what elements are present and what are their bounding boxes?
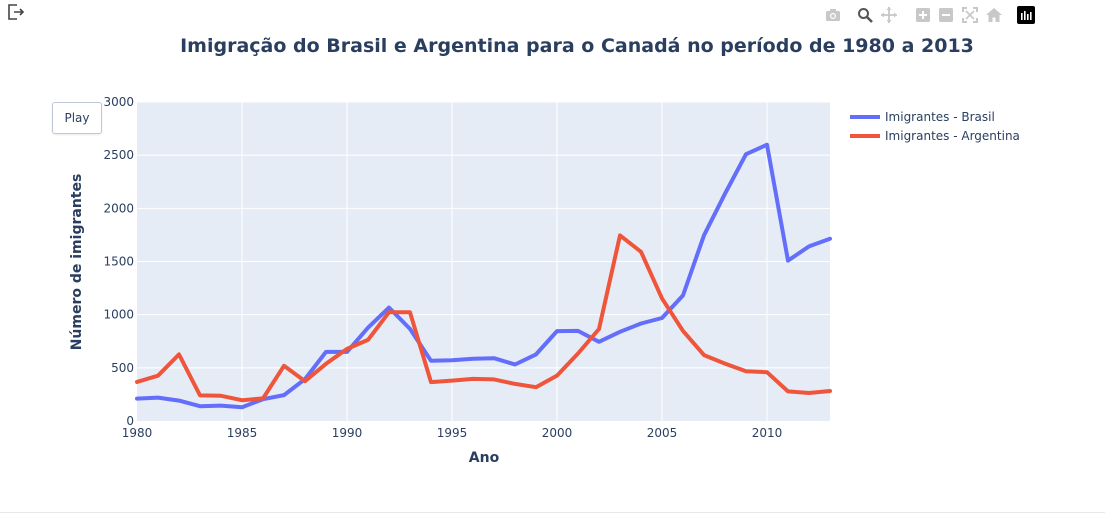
x-tick-label: 1995 xyxy=(437,426,468,440)
y-tick-label: 1000 xyxy=(103,308,134,322)
x-tick-label: 1990 xyxy=(332,426,363,440)
y-tick-label: 2000 xyxy=(103,201,134,215)
series-line xyxy=(135,233,832,403)
x-tick-labels: 1980 1985 1990 1995 2000 2005 2010 xyxy=(122,426,783,440)
zoom-icon[interactable] xyxy=(856,6,874,24)
y-tick-label: 1500 xyxy=(103,255,134,269)
reset-axes-icon[interactable] xyxy=(985,6,1003,24)
play-button[interactable]: Play xyxy=(52,102,102,134)
autoscale-icon[interactable] xyxy=(961,6,979,24)
pan-icon[interactable] xyxy=(880,6,898,24)
y-tick-label: 3000 xyxy=(103,95,134,109)
legend-label: Imigrantes - Brasil xyxy=(885,110,995,124)
x-tick-label: 2010 xyxy=(752,426,783,440)
chart-title: Imigração do Brasil e Argentina para o C… xyxy=(180,35,974,57)
legend-label: Imigrantes - Argentina xyxy=(885,129,1020,143)
x-axis-label: Ano xyxy=(469,450,500,466)
y-tick-label: 0 xyxy=(126,414,134,428)
legend: Imigrantes - Brasil Imigrantes - Argentin… xyxy=(850,110,1020,143)
gridlines xyxy=(137,101,830,421)
camera-icon[interactable] xyxy=(824,6,842,24)
y-tick-label: 500 xyxy=(111,361,134,375)
x-tick-label: 2005 xyxy=(647,426,678,440)
series-line xyxy=(135,142,832,410)
exit-icon[interactable] xyxy=(6,2,26,22)
series-lines xyxy=(135,142,832,410)
zoom-in-icon[interactable] xyxy=(914,6,932,24)
y-tick-labels: 0 500 1000 1500 2000 2500 3000 xyxy=(103,95,134,428)
x-tick-label: 1980 xyxy=(122,426,153,440)
plotly-logo-icon[interactable] xyxy=(1017,6,1035,24)
y-axis-label: Número de imigrantes xyxy=(69,174,85,351)
bottom-divider xyxy=(0,512,1105,513)
y-tick-label: 2500 xyxy=(103,148,134,162)
x-tick-label: 2000 xyxy=(542,426,573,440)
zoom-out-icon[interactable] xyxy=(937,6,955,24)
x-tick-label: 1985 xyxy=(227,426,258,440)
